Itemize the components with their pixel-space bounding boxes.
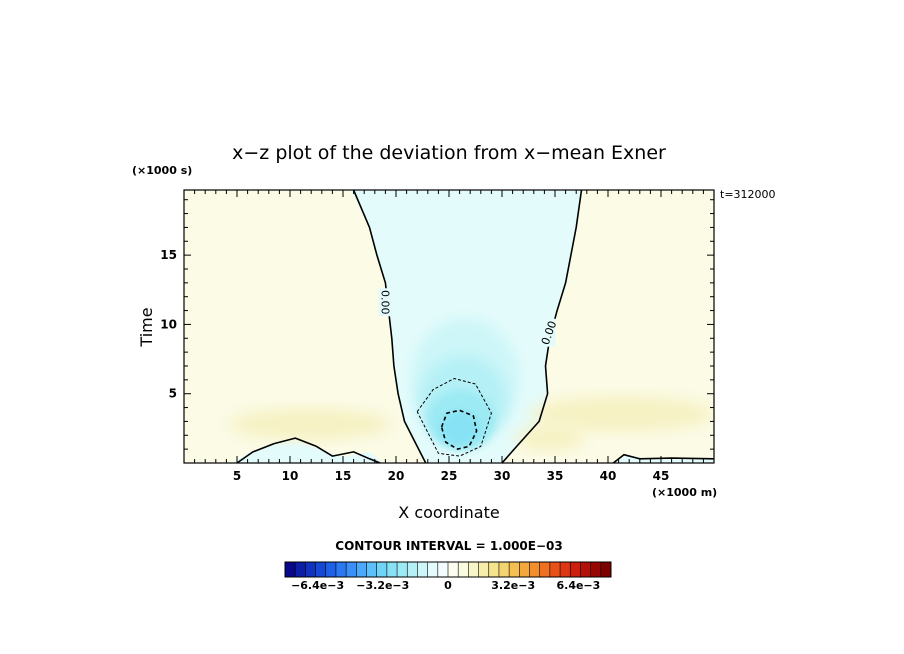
colorbar-swatch xyxy=(285,562,296,577)
contour-label-bg xyxy=(541,318,556,347)
colorbar-swatch xyxy=(407,562,418,577)
y-axis-label: Time xyxy=(137,307,156,347)
axis-ticks: 5 10 15 20 25 30 35 40 45 5 10 15 xyxy=(160,190,714,483)
x-tick-label: 35 xyxy=(547,469,564,483)
colorbar-swatch xyxy=(580,562,591,577)
positive-patch-left xyxy=(230,408,390,440)
colorbar-swatch xyxy=(590,562,602,577)
colorbar-swatch xyxy=(335,562,347,577)
y-tick-label: 10 xyxy=(160,317,177,331)
y-tick-label: 5 xyxy=(169,387,177,401)
contour-label: 0.00 xyxy=(378,290,391,315)
zero-contour-line xyxy=(612,453,714,463)
colorbar-swatch xyxy=(356,562,367,577)
contour-lines xyxy=(236,190,714,463)
x-axis-label: X coordinate xyxy=(398,503,499,522)
colorbar-swatch xyxy=(570,562,581,577)
colorbar-swatch xyxy=(549,562,561,577)
colorbar-swatch xyxy=(315,562,327,577)
colorbar-swatch xyxy=(417,562,428,577)
colorbar-swatch xyxy=(346,562,357,577)
x-tick-label: 15 xyxy=(335,469,352,483)
colorbar-swatch xyxy=(468,562,479,577)
colorbar-swatch xyxy=(448,562,459,577)
colorbar-swatch xyxy=(529,562,540,577)
x-tick-label: 40 xyxy=(600,469,617,483)
positive-patch-center xyxy=(516,425,584,451)
negative-core-center xyxy=(440,411,480,445)
x-tick-label: 5 xyxy=(233,469,241,483)
contour-label-bg xyxy=(378,288,393,317)
colorbar-swatch xyxy=(600,562,612,577)
colorbar-swatch xyxy=(386,562,398,577)
colorbar-swatch xyxy=(478,562,490,577)
colorbar-swatch xyxy=(519,562,530,577)
x-tick-label: 30 xyxy=(494,469,511,483)
y-unit-label: (×1000 s) xyxy=(132,164,192,177)
colorbar: −6.4e−3 −3.2e−3 0 3.2e−3 6.4e−3 xyxy=(284,561,612,592)
colorbar-tick-label: 6.4e−3 xyxy=(556,579,600,592)
colorbar-tick-label: −3.2e−3 xyxy=(356,579,409,592)
colorbar-swatch xyxy=(295,562,306,577)
colorbar-swatch xyxy=(437,562,449,577)
colorbar-swatch xyxy=(539,562,551,577)
negative-contour-line xyxy=(440,409,478,450)
x-tick-label: 10 xyxy=(282,469,299,483)
colorbar-swatch xyxy=(305,562,316,577)
colorbar-tick-label: 0 xyxy=(444,579,452,592)
contour-interval-label: CONTOUR INTERVAL = 1.000E−03 xyxy=(335,539,562,553)
colorbar-swatch xyxy=(560,562,571,577)
contour-labels: 0.000.00 xyxy=(378,288,559,347)
colorbar-swatch xyxy=(509,562,520,577)
colorbar-tick-label: 3.2e−3 xyxy=(491,579,535,592)
colorbar-swatch xyxy=(427,562,439,577)
colorbar-frame xyxy=(284,561,612,578)
x-tick-label: 20 xyxy=(388,469,405,483)
shaded-field xyxy=(184,190,714,463)
time-annotation: t=312000 xyxy=(720,188,776,201)
colorbar-swatch xyxy=(397,562,408,577)
colorbar-swatch xyxy=(458,562,469,577)
colorbar-swatch xyxy=(488,562,500,577)
colorbar-swatch xyxy=(366,562,377,577)
zero-contour-line xyxy=(352,190,427,463)
x-tick-label: 45 xyxy=(653,469,670,483)
x-unit-label: (×1000 m) xyxy=(652,486,717,499)
negative-contour-line xyxy=(416,378,492,457)
zero-contour-line xyxy=(236,437,381,463)
colorbar-swatch xyxy=(376,562,388,577)
colorbar-swatch xyxy=(325,562,337,577)
colorbar-swatch xyxy=(498,562,510,577)
positive-patch-right xyxy=(530,396,714,432)
chart-title: x−z plot of the deviation from x−mean Ex… xyxy=(232,142,666,164)
x-tick-label: 25 xyxy=(441,469,458,483)
colorbar-tick-label: −6.4e−3 xyxy=(291,579,344,592)
y-tick-label: 15 xyxy=(160,248,177,262)
